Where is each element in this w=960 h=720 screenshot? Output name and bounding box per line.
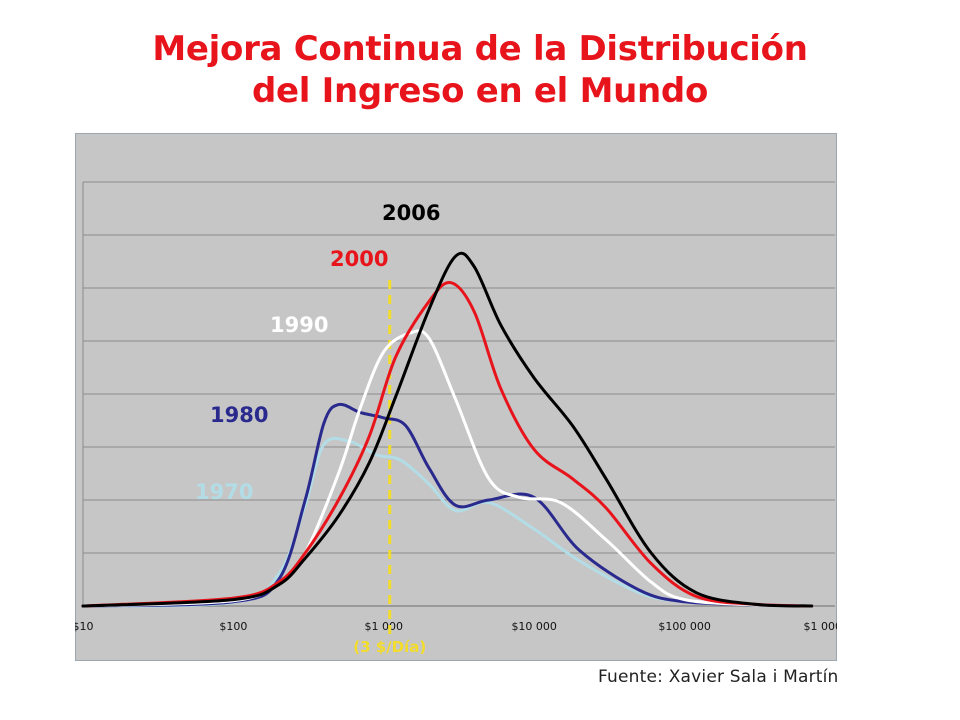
series-line-1980 (81, 402, 814, 608)
x-tick-label: $1 000 000 (804, 620, 837, 633)
threshold-label: (3 $/Día) (353, 638, 426, 656)
chart-svg: $10 $100 $1 000 $10 000 $100 000 $1 000 000 (… (73, 132, 866, 662)
gridlines (82, 181, 835, 607)
series-label-1980: 1980 (210, 403, 268, 427)
x-tick-label: $100 (219, 620, 247, 633)
chart-title: Mejora Continua de la Distribución del I… (0, 28, 960, 112)
series-label-2000: 2000 (330, 247, 388, 271)
series-labels: 1970 1980 1990 2000 2006 (195, 201, 440, 504)
x-tick-label: $100 000 (658, 620, 711, 633)
chart-container: $10 $100 $1 000 $10 000 $100 000 $1 000 000 (… (73, 132, 866, 662)
threshold-annotation: (3 $/Día) (353, 280, 426, 656)
series-label-1990: 1990 (270, 313, 328, 337)
series-label-2006: 2006 (382, 201, 440, 225)
x-tick-label: $1 000 (365, 620, 404, 633)
series-line-2006 (81, 251, 814, 608)
chart-title-line-1: Mejora Continua de la Distribución (152, 29, 808, 69)
source-note: Fuente: Xavier Sala i Martín (598, 667, 839, 687)
series-line-2000 (81, 280, 814, 608)
x-tick-label: $10 (75, 620, 94, 633)
chart-title-line-2: del Ingreso en el Mundo (251, 71, 709, 111)
series-label-1970: 1970 (195, 480, 253, 504)
series-lines (81, 251, 814, 608)
x-tick-label: $10 000 (511, 620, 557, 633)
